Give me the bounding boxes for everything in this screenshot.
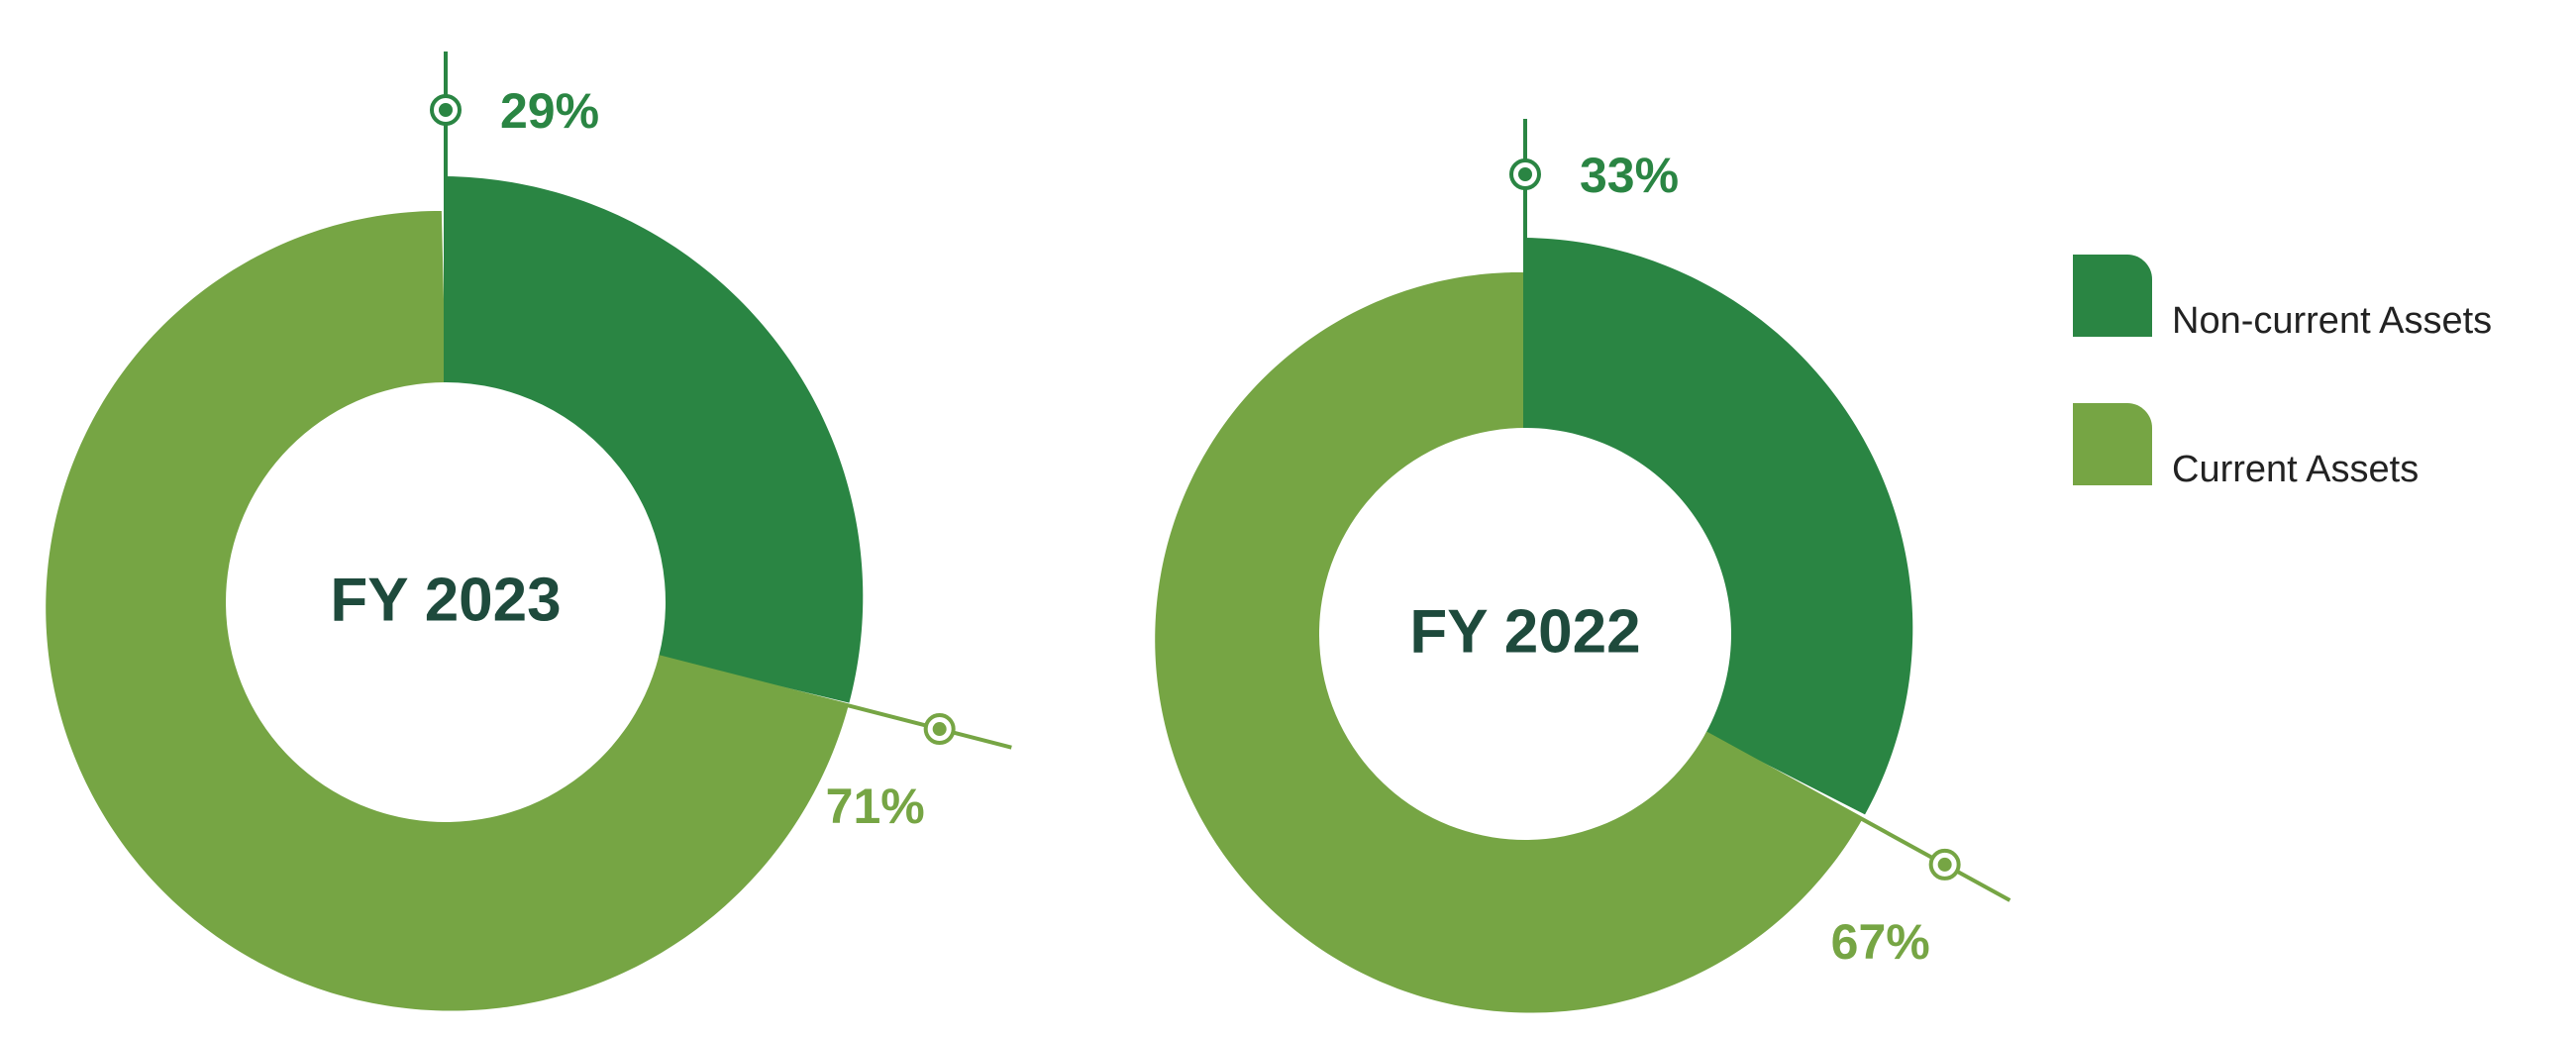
donut-slice-non-current xyxy=(1525,238,1913,815)
slice-percent-label-non-current: 29% xyxy=(500,83,599,139)
leader-marker-dot-current xyxy=(1937,857,1952,872)
legend-swatch-non-current xyxy=(2073,255,2152,337)
legend-label-non-current: Non-current Assets xyxy=(2172,300,2492,342)
donut-slice-non-current xyxy=(446,176,864,703)
leader-marker-dot-non-current xyxy=(439,103,453,117)
legend-item-current-assets: Current Assets xyxy=(2073,403,2419,490)
donut-slice-current xyxy=(1155,271,1863,1013)
leader-marker-dot-current xyxy=(932,722,947,737)
chart-legend: Non-current Assets Current Assets xyxy=(2073,255,2492,490)
slice-percent-label-current: 67% xyxy=(1831,914,1930,970)
slice-percent-label-current: 71% xyxy=(826,778,925,834)
legend-item-non-current-assets: Non-current Assets xyxy=(2073,255,2492,342)
donut-center-label: FY 2023 xyxy=(330,566,561,634)
legend-swatch-current xyxy=(2073,403,2152,485)
donut-chart-fy2022: FY 2022 33% 67% xyxy=(1155,119,2011,1013)
leader-line-current xyxy=(1704,731,2011,902)
leader-marker-dot-non-current xyxy=(1518,167,1532,181)
slice-percent-label-non-current: 33% xyxy=(1580,148,1679,203)
legend-label-current: Current Assets xyxy=(2172,449,2419,490)
donut-chart-fy2023: FY 2023 29% 71% xyxy=(46,52,1012,1011)
donut-slice-current xyxy=(46,210,849,1011)
donut-center-label: FY 2022 xyxy=(1409,597,1640,666)
